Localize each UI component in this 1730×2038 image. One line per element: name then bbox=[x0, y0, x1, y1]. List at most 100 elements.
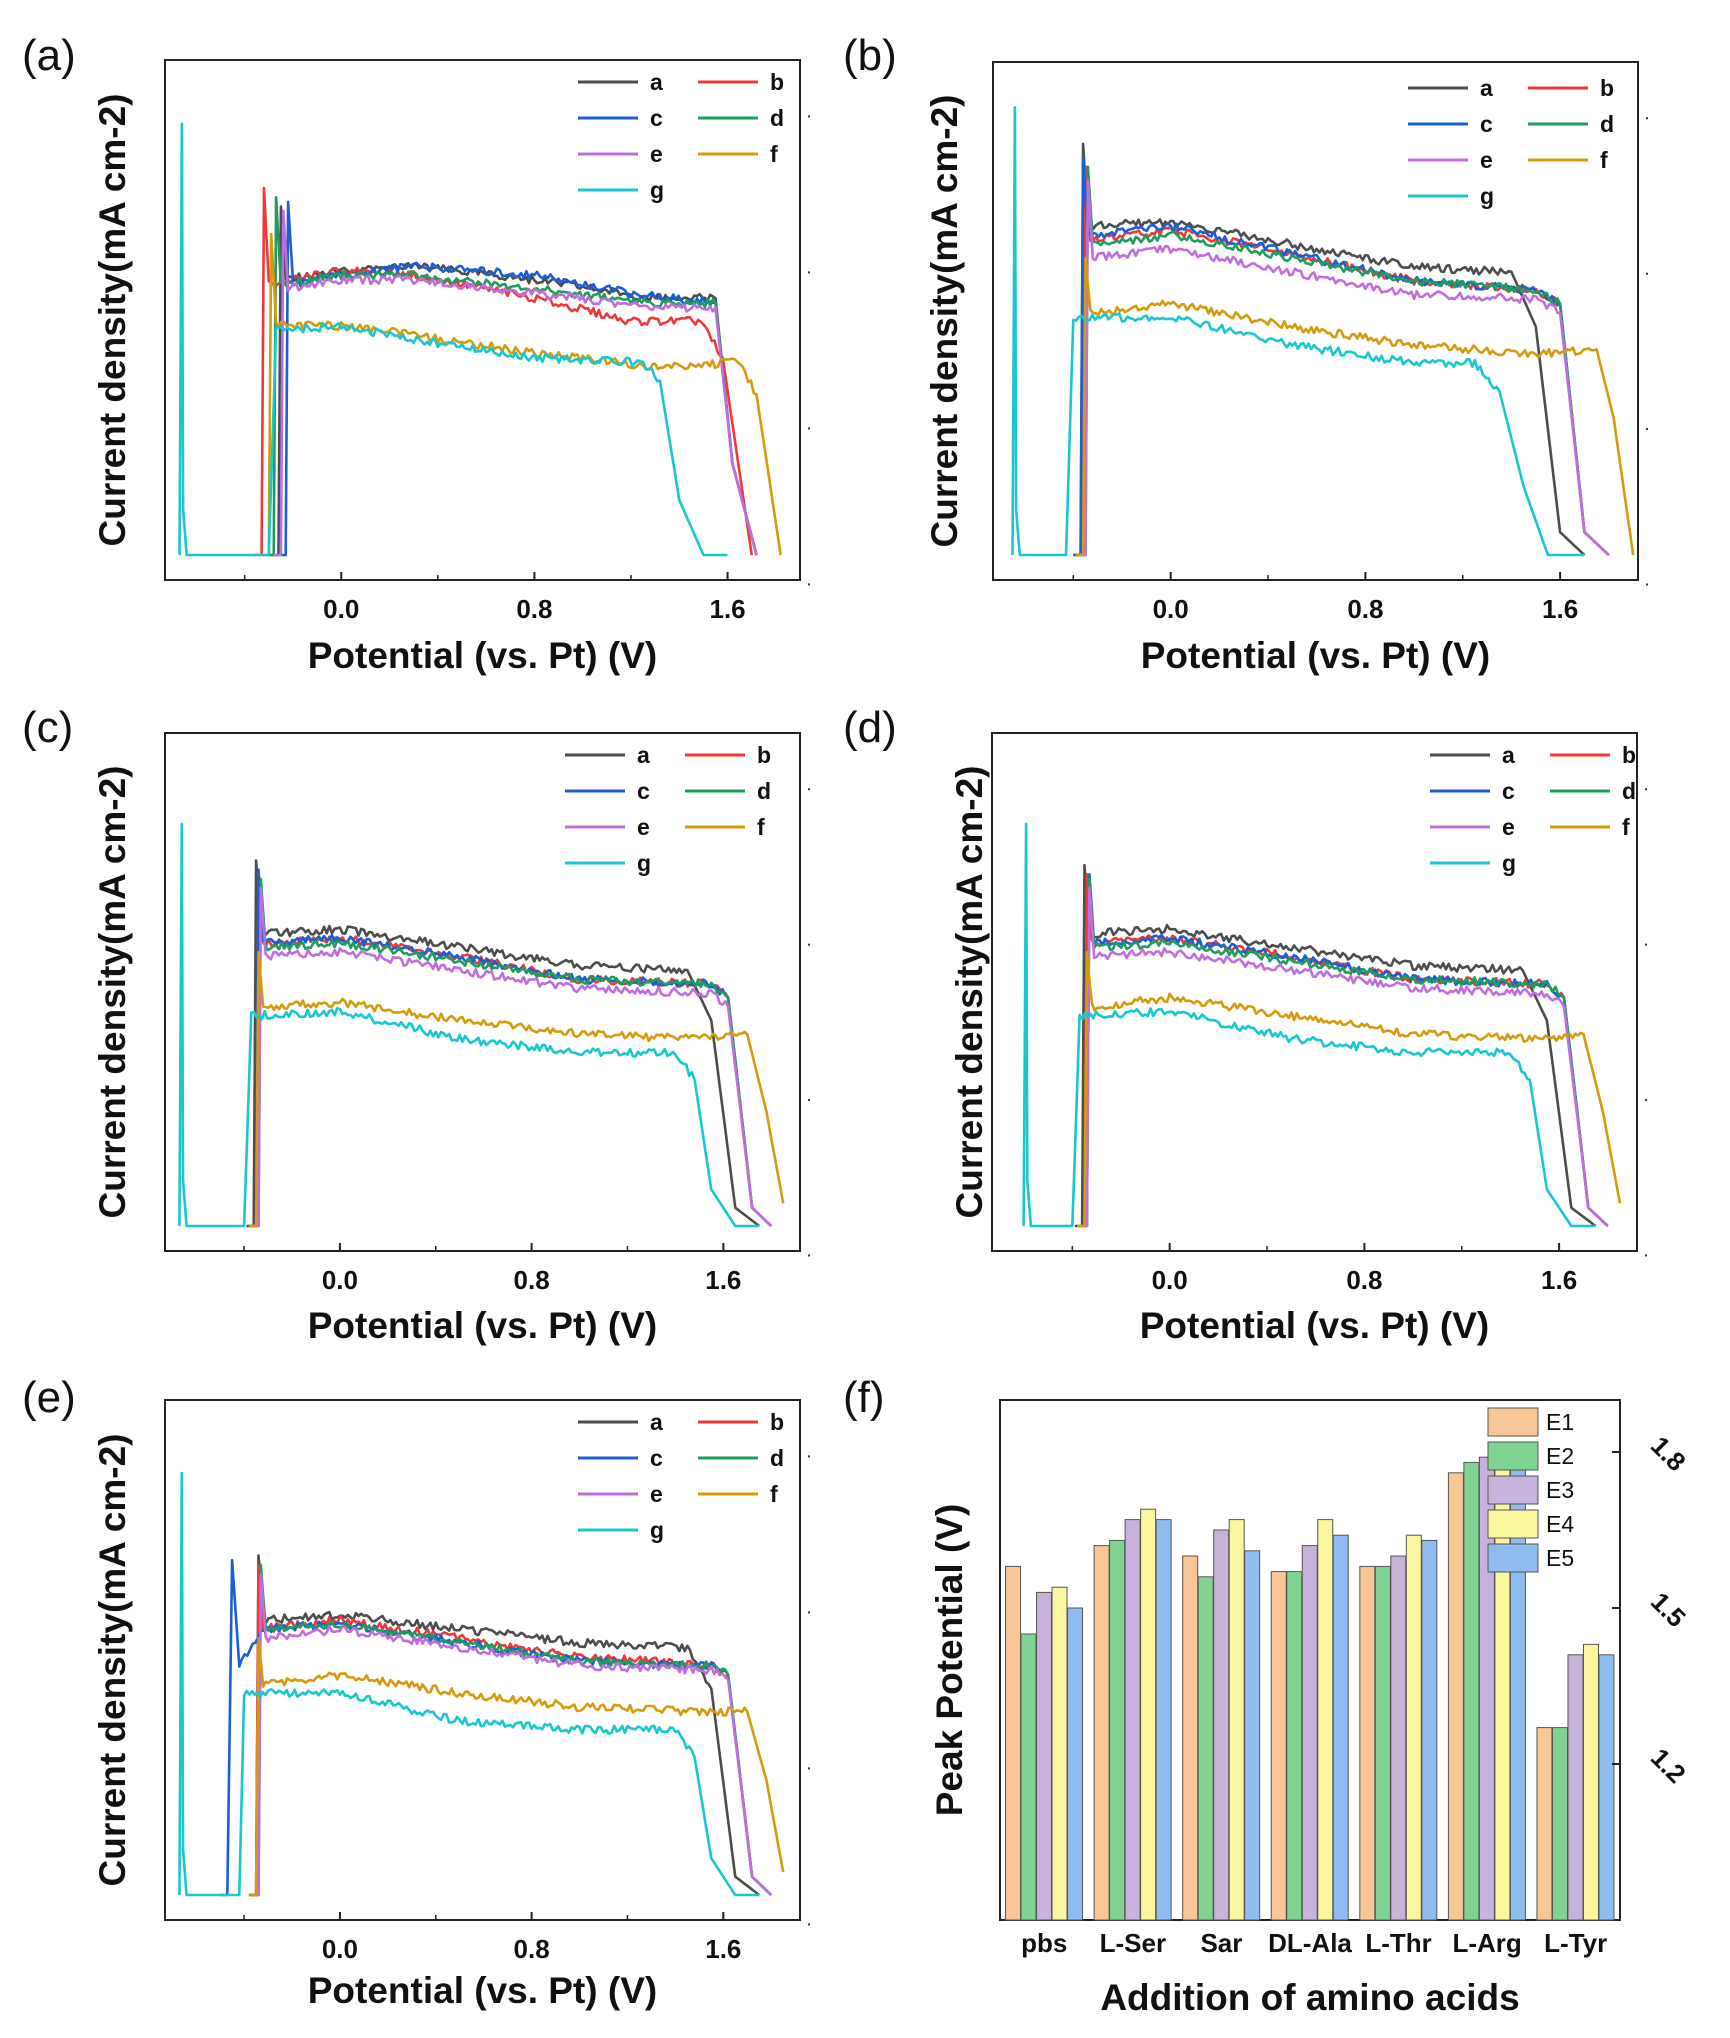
y-tick-label: 1.8 bbox=[1645, 1430, 1692, 1477]
legend-label-g: g bbox=[637, 850, 651, 876]
y-axis-title: Current density(mA cm-2) bbox=[949, 766, 990, 1219]
x-tick-label: 1.6 bbox=[705, 1265, 741, 1295]
legend-label-c: c bbox=[1502, 778, 1515, 804]
legend-label-f: f bbox=[757, 814, 765, 840]
x-tick-label: 1.6 bbox=[1542, 594, 1578, 624]
series-line-f bbox=[1075, 256, 1635, 557]
y-axis-title: Peak Potential (V) bbox=[929, 1504, 970, 1817]
legend-swatch-E1 bbox=[1487, 1407, 1539, 1437]
y-axis-title: Current density(mA cm-2) bbox=[924, 95, 965, 548]
bar-L-Tyr-E2 bbox=[1551, 1727, 1568, 1921]
y-axis-title: Current density(mA cm-2) bbox=[92, 94, 133, 547]
legend-label-c: c bbox=[637, 778, 650, 804]
bar-pbs-E3 bbox=[1036, 1591, 1053, 1921]
panel-a: 0.0 0.8 1.6 a b c d e f g (a) Potential (vs. Pt) (V… bbox=[22, 31, 810, 676]
panel-letter: (c) bbox=[22, 703, 73, 752]
bar-L-Thr-E1 bbox=[1359, 1565, 1376, 1921]
legend-label-c: c bbox=[1480, 111, 1493, 137]
bar-Sar-E3 bbox=[1213, 1529, 1230, 1921]
legend-label-b: b bbox=[1622, 742, 1636, 768]
x-axis-title: Potential (vs. Pt) (V) bbox=[308, 1970, 657, 2011]
series-line-c bbox=[248, 868, 773, 1228]
series-line-b bbox=[248, 872, 773, 1228]
bar-L-Thr-E2 bbox=[1374, 1565, 1391, 1921]
x-tick-label: 0.0 bbox=[1152, 1265, 1188, 1295]
legend-label-a: a bbox=[1502, 742, 1515, 768]
legend-label-e: e bbox=[650, 141, 663, 167]
legend-label-d: d bbox=[1622, 778, 1636, 804]
legend-label-E3: E3 bbox=[1546, 1477, 1574, 1503]
y-tick-label: 1.5 bbox=[1645, 1586, 1692, 1633]
legend-label-f: f bbox=[1600, 147, 1608, 173]
legend-label-d: d bbox=[770, 105, 784, 131]
bar-DL-Ala-E1 bbox=[1270, 1571, 1287, 1921]
x-tick-label: L-Ser bbox=[1100, 1928, 1166, 1958]
y-tick-label: 1.2 bbox=[1645, 1742, 1692, 1789]
series-line-b bbox=[254, 186, 753, 557]
x-tick-label: 0.0 bbox=[322, 1265, 358, 1295]
series-line-d bbox=[1078, 165, 1610, 557]
series-line-g bbox=[178, 822, 760, 1228]
bar-L-Tyr-E4 bbox=[1582, 1643, 1599, 1921]
legend-swatch-E2 bbox=[1487, 1441, 1539, 1471]
x-tick-label: 0.0 bbox=[323, 594, 359, 624]
x-tick-label: 1.6 bbox=[705, 1934, 741, 1964]
x-tick-label: 0.0 bbox=[1153, 594, 1189, 624]
panel-b: 0.0 0.8 1.6 a b c d e f g (b) Potential (vs. Pt) (V… bbox=[843, 31, 1648, 676]
series-line-c bbox=[1079, 872, 1609, 1228]
legend-label-d: d bbox=[770, 1445, 784, 1471]
x-tick-label: L-Arg bbox=[1452, 1928, 1521, 1958]
legend-label-a: a bbox=[637, 742, 650, 768]
series-line-f bbox=[261, 232, 782, 557]
panel-letter: (a) bbox=[22, 31, 76, 80]
series-line-f bbox=[1077, 950, 1622, 1228]
legend-label-g: g bbox=[1480, 183, 1494, 209]
legend-label-b: b bbox=[770, 1409, 784, 1435]
x-axis-title: Potential (vs. Pt) (V) bbox=[1141, 635, 1490, 676]
legend-swatch-E4 bbox=[1487, 1509, 1539, 1539]
panel-c: 0.0 0.8 1.6 a b c d e f g (c) Potential (vs. Pt) (V… bbox=[22, 703, 810, 1346]
bar-L-Ser-E1 bbox=[1093, 1545, 1110, 1921]
series-line-e bbox=[251, 886, 773, 1228]
plot-frame bbox=[164, 732, 801, 1252]
legend-label-a: a bbox=[650, 1409, 663, 1435]
x-axis-title: Potential (vs. Pt) (V) bbox=[308, 1305, 657, 1346]
legend-label-d: d bbox=[757, 778, 771, 804]
plot-frame bbox=[164, 59, 801, 581]
plot-frame bbox=[164, 1399, 801, 1921]
bar-L-Tyr-E5 bbox=[1598, 1654, 1615, 1921]
bar-L-Arg-E1 bbox=[1447, 1472, 1464, 1921]
legend-label-b: b bbox=[757, 742, 771, 768]
series-line-a bbox=[268, 205, 758, 557]
x-tick-label: DL-Ala bbox=[1268, 1928, 1352, 1958]
legend-label-e: e bbox=[1502, 814, 1515, 840]
series-line-b bbox=[1077, 872, 1609, 1228]
x-tick-label: 0.8 bbox=[514, 1265, 550, 1295]
x-tick-label: pbs bbox=[1021, 1928, 1067, 1958]
panel-letter: (d) bbox=[843, 703, 897, 752]
bar-L-Tyr-E3 bbox=[1567, 1654, 1584, 1921]
bar-L-Thr-E4 bbox=[1405, 1534, 1422, 1921]
legend-label-g: g bbox=[650, 1517, 664, 1543]
series-line-d bbox=[1079, 877, 1609, 1228]
bar-L-Thr-E3 bbox=[1390, 1555, 1407, 1921]
series-line-f bbox=[248, 950, 785, 1228]
series-line-e bbox=[273, 209, 758, 557]
bar-L-Ser-E4 bbox=[1140, 1508, 1157, 1921]
legend-label-E1: E1 bbox=[1546, 1409, 1574, 1435]
series-line-d bbox=[266, 196, 758, 557]
series-line-g bbox=[178, 122, 728, 557]
series-line-d bbox=[251, 877, 773, 1228]
panel-e: 0.0 0.8 1.6 a b c d e f g (e) Potential (vs. Pt) (V… bbox=[22, 1373, 810, 2011]
legend-label-g: g bbox=[1502, 850, 1516, 876]
x-axis-title: Potential (vs. Pt) (V) bbox=[1140, 1305, 1489, 1346]
series-line-e bbox=[1079, 886, 1609, 1228]
bar-pbs-E5 bbox=[1067, 1607, 1084, 1921]
series-line-f bbox=[248, 1636, 785, 1897]
x-axis-title: Potential (vs. Pt) (V) bbox=[308, 635, 657, 676]
panel-f: pbs L-Ser Sar DL-Ala L-Thr L-Arg L-Tyr 1.2 1.5 1.… bbox=[843, 1373, 1692, 2018]
legend-label-E2: E2 bbox=[1546, 1443, 1574, 1469]
x-tick-label: L-Tyr bbox=[1544, 1928, 1607, 1958]
panel-letter: (f) bbox=[843, 1373, 885, 1422]
y-axis-title: Current density(mA cm-2) bbox=[92, 1434, 133, 1887]
